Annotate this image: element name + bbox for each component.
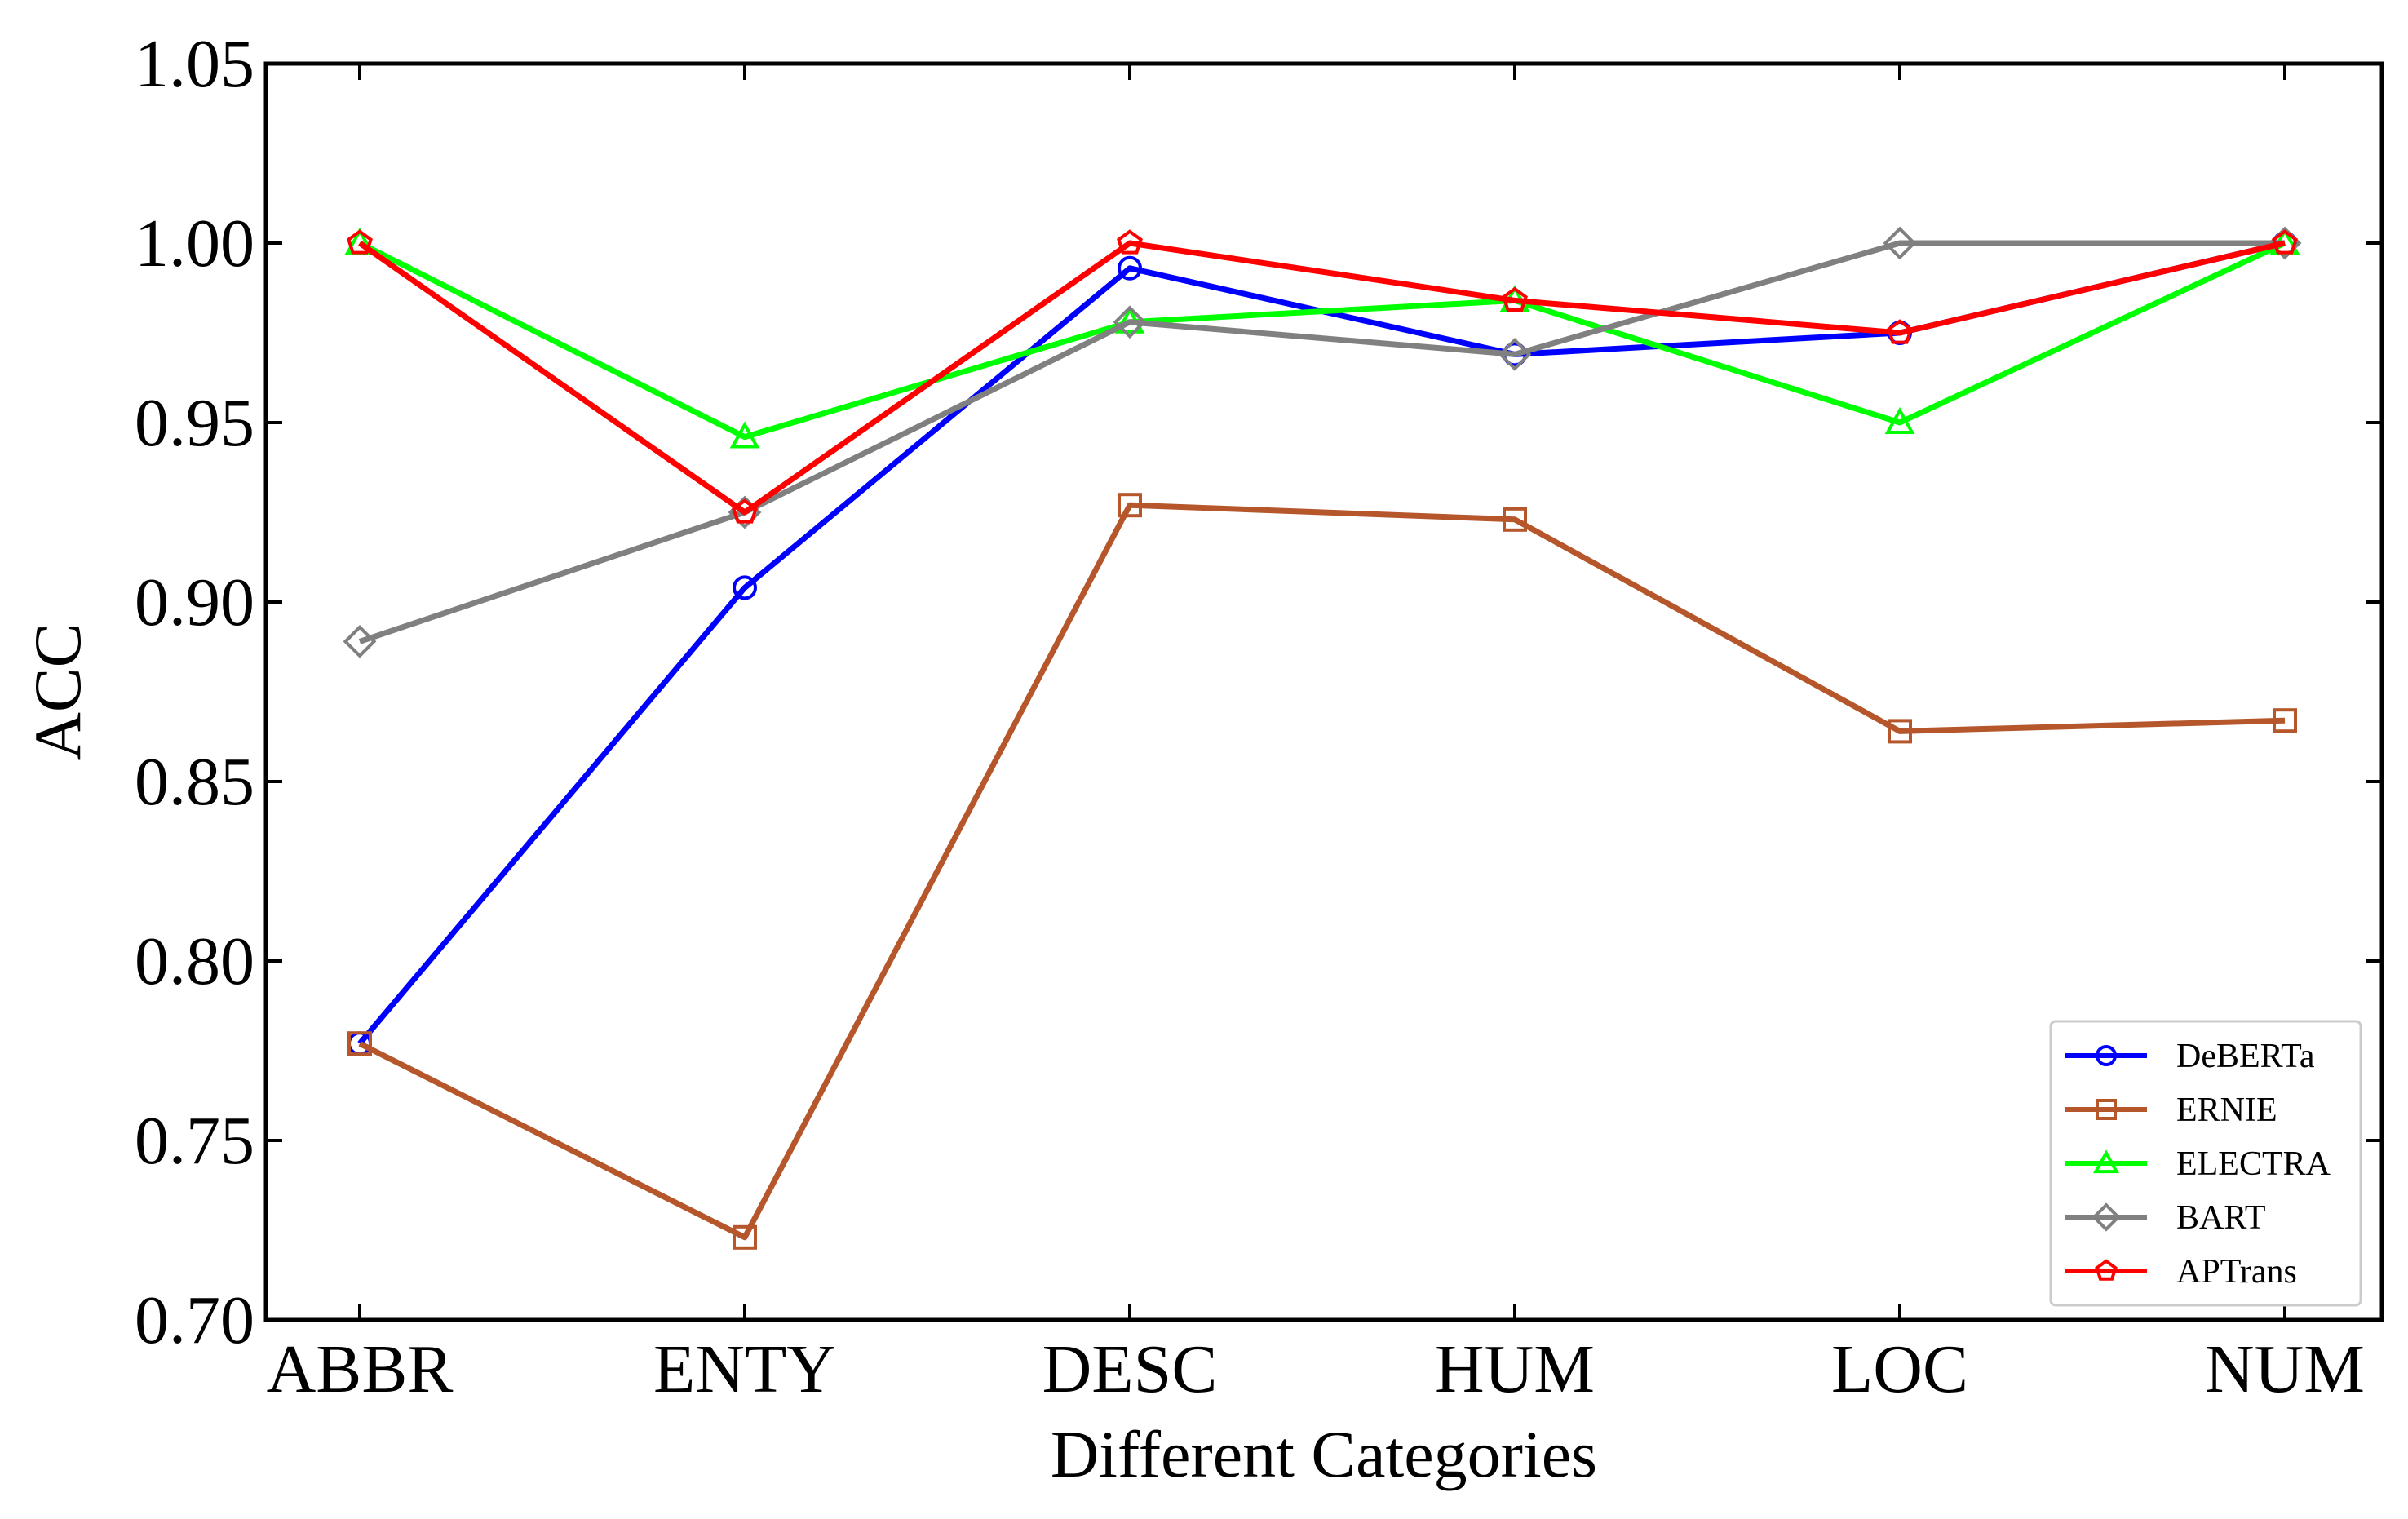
legend-label: APTrans [2176,1253,2297,1291]
legend-entry-aptrans: APTrans [2065,1253,2297,1291]
x-tick-label: LOC [1831,1331,1968,1407]
pentagon-marker [1887,319,1913,344]
series-aptrans [347,229,2298,524]
square-marker [2273,708,2297,733]
pentagon-marker [2095,1259,2118,1281]
axis-labels: Different Categories ACC [20,623,1597,1491]
square-marker [347,1031,372,1056]
pentagon-marker [2272,229,2298,255]
y-axis-label: ACC [20,623,95,761]
circle-marker [733,575,757,600]
y-tick-label: 0.75 [135,1103,255,1179]
x-tick-label: ABBR [267,1331,454,1407]
y-tick-label: 0.70 [135,1282,255,1358]
diamond-marker [1498,338,1532,371]
square-marker [2096,1099,2117,1120]
legend-entry-electra: ELECTRA [2065,1145,2331,1183]
x-axis-label: Different Categories [1051,1417,1597,1491]
diamond-marker [2092,1202,2121,1232]
square-marker [1503,507,1527,532]
x-tick-label: DESC [1042,1331,1218,1407]
series-bart [343,226,2302,658]
y-tick-label: 0.90 [135,565,255,640]
triangle-marker [1884,406,1915,434]
pentagon-marker [1502,286,1528,312]
series-deberta [347,231,2297,1056]
square-marker [1888,719,1912,744]
y-tick-label: 1.00 [135,206,255,281]
pentagon-marker [1117,229,1143,255]
circle-marker [1118,255,1142,281]
x-tick-label: ENTY [653,1331,836,1407]
square-marker [1118,493,1142,518]
legend-entry-deberta: DeBERTa [2065,1038,2315,1075]
legend: DeBERTa ERNIE ELECTRA BART APTrans [2049,1020,2362,1307]
diamond-marker [1113,305,1147,339]
pentagon-marker [732,498,758,524]
series-line [358,240,2286,441]
series-lines [343,226,2302,1250]
legend-box [2049,1020,2362,1307]
legend-label: BART [2176,1199,2266,1237]
y-tick-label: 1.05 [135,26,255,102]
legend-entry-bart: BART [2065,1199,2266,1237]
legend-label: ELECTRA [2176,1145,2331,1183]
legend-label: ERNIE [2176,1092,2277,1129]
y-tick-label: 0.80 [135,923,255,999]
diamond-marker [1883,226,1917,260]
legend-entry-ernie: ERNIE [2065,1092,2277,1129]
legend-label: DeBERTa [2176,1038,2315,1075]
series-line [357,240,2286,516]
x-tick-label: HUM [1435,1331,1595,1407]
plot-frame [263,61,2384,1322]
circle-marker [2096,1045,2117,1066]
y-tick-label: 0.95 [135,385,255,461]
x-tick-label: NUM [2205,1331,2365,1407]
axis-ticks: 0.70 0.75 0.80 0.85 0.90 0.95 1.00 1.05 ABBR ENTY… [135,26,2382,1407]
series-line [358,502,2286,1241]
series-line [357,240,2286,1046]
diamond-marker [343,625,377,658]
series-line [358,240,2285,644]
plot-border [263,61,2384,1322]
triangle-marker [729,421,760,449]
square-marker [733,1224,757,1250]
triangle-marker [2092,1149,2120,1174]
series-ernie [347,493,2297,1250]
pentagon-marker [347,229,373,255]
y-tick-label: 0.85 [135,744,255,820]
